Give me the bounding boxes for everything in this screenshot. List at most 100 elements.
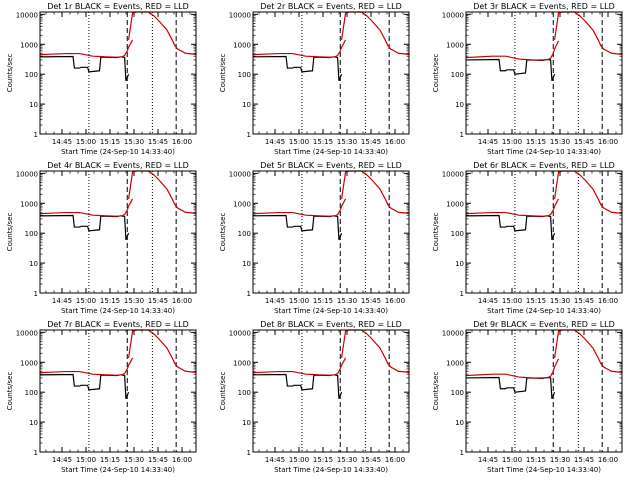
chart-title: Det 5r BLACK = Events, RED = LLD (260, 161, 402, 170)
data-series-line (340, 329, 410, 373)
chart-title: Det 4r BLACK = Events, RED = LLD (47, 161, 189, 170)
plot-frame (465, 170, 623, 294)
chart-title: Det 6r BLACK = Events, RED = LLD (473, 161, 615, 170)
x-tick-label: 15:30 (337, 456, 357, 464)
y-tick-label: 10000 (16, 11, 38, 19)
y-tick-label: 10 (29, 101, 38, 109)
data-series-line (465, 214, 556, 241)
chart-panel: Det 4r BLACK = Events, RED = LLD 1 10 100 10… (6, 161, 197, 315)
x-tick-label: 15:30 (124, 297, 144, 305)
y-tick-label: 1000 (233, 359, 251, 367)
y-tick-label: 100 (451, 71, 464, 79)
y-tick-label: 10000 (442, 170, 464, 178)
x-tick-label: 15:00 (76, 138, 96, 146)
x-tick-label: 15:30 (337, 138, 357, 146)
x-tick-label: 14:45 (265, 297, 285, 305)
data-series-line (127, 329, 197, 373)
x-tick-label: 16:00 (385, 138, 405, 146)
x-tick-label: 15:15 (526, 297, 546, 305)
x-tick-label: 15:30 (550, 138, 570, 146)
x-axis-label: Start Time (24-Sep-10 14:33:40) (487, 307, 601, 315)
x-tick-label: 16:00 (172, 456, 192, 464)
y-tick-label: 1 (460, 131, 464, 139)
data-series-line (127, 11, 197, 55)
plot-frame (39, 11, 197, 135)
y-axis-label: Counts/sec (6, 372, 14, 411)
x-tick-label: 15:30 (550, 456, 570, 464)
y-tick-label: 10000 (16, 329, 38, 337)
x-tick-label: 15:45 (574, 456, 594, 464)
y-tick-label: 1000 (20, 200, 38, 208)
x-tick-label: 15:30 (550, 297, 570, 305)
y-tick-label: 1000 (446, 200, 464, 208)
x-tick-label: 14:45 (265, 138, 285, 146)
chart-title: Det 8r BLACK = Events, RED = LLD (260, 320, 402, 329)
data-series-line (465, 358, 560, 379)
x-tick-label: 14:45 (478, 456, 498, 464)
y-axis-label: Counts/sec (219, 213, 227, 252)
x-axis-label: Start Time (24-Sep-10 14:33:40) (274, 148, 388, 156)
x-tick-label: 15:45 (574, 138, 594, 146)
x-axis-label: Start Time (24-Sep-10 14:33:40) (61, 148, 175, 156)
x-tick-label: 16:00 (172, 138, 192, 146)
data-series-line (39, 357, 134, 376)
data-series-line (465, 58, 556, 82)
data-series-line (39, 373, 130, 400)
x-tick-label: 15:00 (289, 138, 309, 146)
x-tick-label: 14:45 (478, 297, 498, 305)
data-series-line (340, 170, 410, 214)
y-axis-label: Counts/sec (432, 213, 440, 252)
x-tick-label: 15:15 (526, 138, 546, 146)
x-tick-label: 15:45 (574, 297, 594, 305)
chart-panel: Det 5r BLACK = Events, RED = LLD 1 10 100 10… (219, 161, 410, 315)
y-tick-label: 10000 (442, 329, 464, 337)
y-tick-label: 10000 (229, 11, 251, 19)
plot-frame (465, 329, 623, 453)
plot-frame (465, 11, 623, 135)
y-tick-label: 1000 (446, 359, 464, 367)
x-axis-label: Start Time (24-Sep-10 14:33:40) (487, 148, 601, 156)
data-series-line (39, 214, 130, 241)
y-tick-label: 1 (247, 449, 251, 457)
y-tick-label: 10 (242, 419, 251, 427)
y-tick-label: 1 (34, 449, 38, 457)
y-tick-label: 1 (247, 131, 251, 139)
y-tick-label: 100 (238, 389, 251, 397)
data-series-line (252, 357, 347, 376)
x-tick-label: 15:30 (124, 138, 144, 146)
x-axis-label: Start Time (24-Sep-10 14:33:40) (274, 307, 388, 315)
plot-frame (252, 170, 410, 294)
data-series-line (465, 376, 556, 400)
x-tick-label: 15:15 (313, 456, 333, 464)
x-tick-label: 15:15 (100, 456, 120, 464)
chart-panel: Det 7r BLACK = Events, RED = LLD 1 10 100 10… (6, 320, 197, 474)
x-tick-label: 15:45 (148, 456, 168, 464)
x-tick-label: 14:45 (52, 297, 72, 305)
y-tick-label: 1 (34, 131, 38, 139)
y-axis-label: Counts/sec (6, 213, 14, 252)
chart-title: Det 2r BLACK = Events, RED = LLD (260, 2, 402, 11)
data-series-line (252, 198, 347, 217)
y-tick-label: 1000 (446, 41, 464, 49)
x-axis-label: Start Time (24-Sep-10 14:33:40) (61, 307, 175, 315)
y-axis-label: Counts/sec (219, 372, 227, 411)
data-series-line (340, 11, 410, 55)
x-tick-label: 15:15 (100, 297, 120, 305)
x-tick-label: 15:45 (148, 297, 168, 305)
chart-panel: Det 9r BLACK = Events, RED = LLD 1 10 100 10… (432, 320, 623, 474)
x-axis-label: Start Time (24-Sep-10 14:33:40) (487, 466, 601, 474)
x-tick-label: 15:00 (76, 297, 96, 305)
x-tick-label: 16:00 (385, 297, 405, 305)
x-tick-label: 16:00 (598, 297, 618, 305)
y-tick-label: 10 (242, 260, 251, 268)
y-tick-label: 1000 (233, 41, 251, 49)
y-tick-label: 10 (455, 101, 464, 109)
data-series-line (465, 40, 560, 61)
x-tick-label: 14:45 (52, 138, 72, 146)
y-tick-label: 100 (25, 389, 38, 397)
y-tick-label: 10 (29, 419, 38, 427)
x-tick-label: 16:00 (598, 456, 618, 464)
data-series-line (465, 198, 560, 217)
x-tick-label: 15:15 (100, 138, 120, 146)
data-series-line (252, 55, 343, 82)
